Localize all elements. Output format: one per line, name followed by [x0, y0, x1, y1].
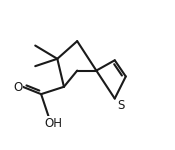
Text: OH: OH — [44, 117, 62, 130]
Text: O: O — [13, 81, 22, 94]
Text: S: S — [118, 99, 125, 112]
